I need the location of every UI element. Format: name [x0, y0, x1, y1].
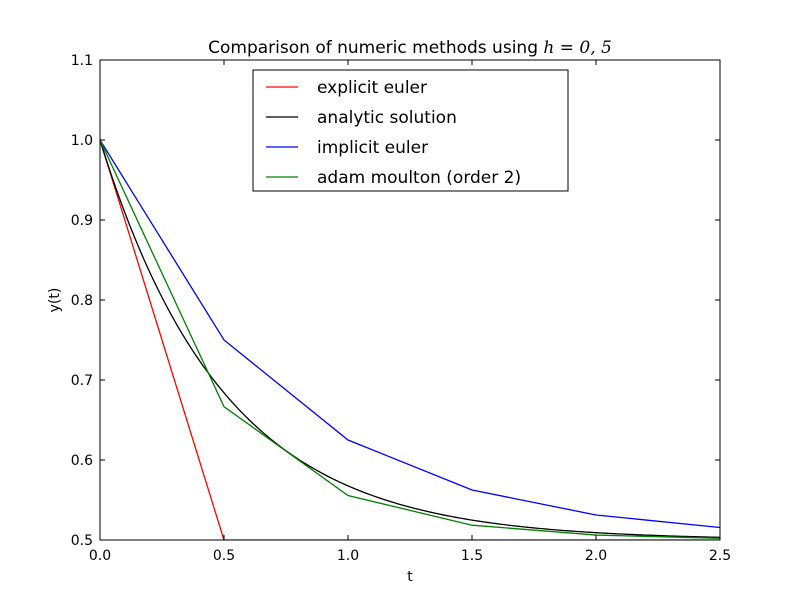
x-tick-label: 2.5 [709, 548, 731, 564]
x-tick-label: 0.5 [213, 548, 235, 564]
legend-box [252, 69, 569, 192]
x-tick-label: 0.0 [89, 548, 111, 564]
plot-area [100, 139, 720, 540]
series-line-explicit-euler [100, 139, 720, 540]
legend-label-explicit-euler: explicit euler [317, 78, 427, 98]
y-tick-label: 1.0 [71, 133, 93, 149]
x-tick-label: 1.5 [461, 548, 483, 564]
legend-label-implicit-euler: implicit euler [317, 138, 428, 158]
tick-marks [99, 59, 721, 541]
legend-label-adam-moulton-order-2: adam moulton (order 2) [317, 168, 521, 188]
x-tick-labels: 0.0 0.5 1.0 1.5 2.0 2.5 [89, 548, 731, 564]
x-tick-label: 2.0 [585, 548, 607, 564]
y-tick-label: 0.9 [71, 213, 93, 229]
chart-title-text: Comparison of numeric methods using [208, 38, 543, 58]
y-tick-label: 0.6 [71, 453, 93, 469]
y-axis-label: y(t) [47, 288, 63, 313]
y-tick-label: 0.7 [71, 373, 93, 389]
chart-title-math: h = 0, 5 [543, 38, 611, 58]
series-line-analytic-solution [100, 139, 720, 538]
series-line-adam-moulton-order-2 [100, 139, 720, 539]
legend-label-analytic-solution: analytic solution [317, 108, 457, 128]
series-line-implicit-euler [100, 139, 720, 529]
y-tick-label: 0.5 [71, 533, 93, 549]
chart-title: Comparison of numeric methods using h = … [208, 38, 612, 58]
y-tick-labels: 0.5 0.6 0.7 0.8 0.9 1.0 1.1 [71, 53, 93, 549]
x-axis-label: t [407, 569, 413, 585]
x-tick-label: 1.0 [337, 548, 359, 564]
y-tick-label: 0.8 [71, 293, 93, 309]
legend: explicit euler analytic solution implicit … [252, 69, 569, 192]
y-tick-label: 1.1 [71, 53, 93, 69]
